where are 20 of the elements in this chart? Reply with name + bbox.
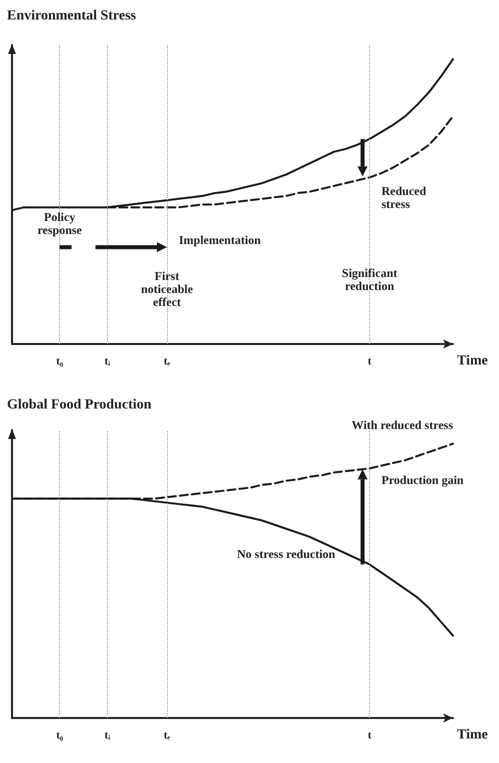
x-axis-title: Time: [457, 728, 488, 742]
x-tick-label: t: [368, 356, 372, 368]
x-tick-label: tᵢ: [104, 356, 110, 368]
annotation: Policy response: [36, 210, 83, 237]
x-tick-label: t: [368, 730, 372, 742]
x-tick-label: tᵢ: [104, 730, 110, 742]
annotation: Implementation: [178, 233, 262, 248]
annotation: Reduced stress: [381, 184, 428, 211]
annotation: First noticeable effect: [140, 268, 194, 309]
annotation: Significant reduction: [340, 266, 398, 294]
chart-title: Environmental Stress: [7, 8, 137, 24]
series-label: With reduced stress: [350, 418, 453, 432]
series-label: No stress reduction: [236, 546, 336, 561]
annotation: Production gain: [381, 472, 465, 487]
x-tick-label: tₑ: [164, 730, 170, 742]
x-tick-label: tₑ: [164, 356, 170, 368]
x-axis-title: Time: [457, 354, 488, 368]
x-tick-label: t₀: [56, 730, 64, 742]
x-tick-label: t₀: [56, 356, 64, 368]
chart-title: Global Food Production: [7, 398, 152, 412]
